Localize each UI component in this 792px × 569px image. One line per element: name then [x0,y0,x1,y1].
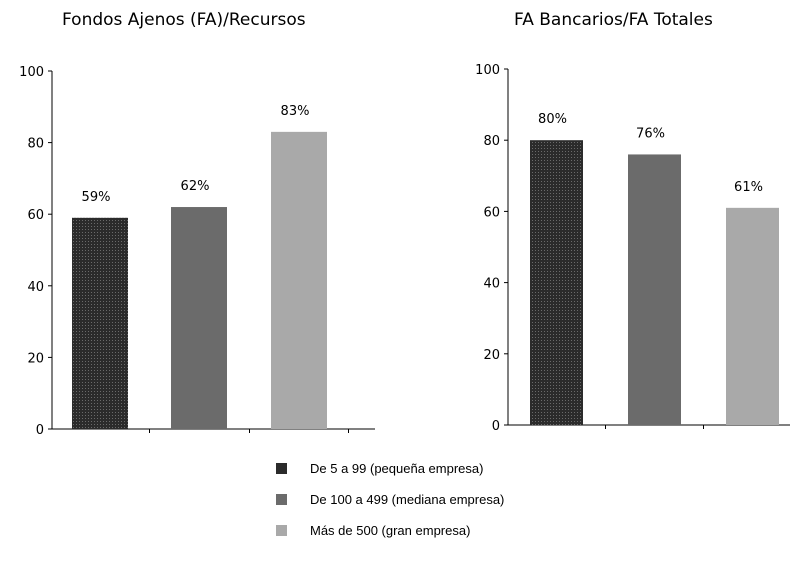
legend-label-medium: De 100 a 499 (mediana empresa) [310,492,504,507]
data-label: 59% [82,190,111,205]
y-tick-label: 100 [475,63,500,78]
legend-swatch-large [276,525,287,536]
data-label: 76% [636,126,665,141]
y-tick-label: 80 [27,137,44,152]
legend-label-large: Más de 500 (gran empresa) [310,523,470,538]
y-tick-label: 0 [36,423,44,438]
bar [628,154,681,425]
legend-item-small: De 5 a 99 (pequeña empresa) [276,458,504,478]
bar [171,207,227,429]
y-tick-label: 20 [483,348,500,363]
y-tick-label: 40 [483,277,500,292]
data-label: 61% [734,180,763,195]
bar [726,208,779,425]
data-label: 83% [281,104,310,119]
y-tick-label: 80 [483,134,500,149]
bar [530,140,583,425]
chart-left: 0 20 40 60 80 100 59% 62% 83% [19,65,375,438]
bar [271,132,327,429]
y-tick-label: 100 [19,65,44,80]
legend-label-small: De 5 a 99 (pequeña empresa) [310,461,483,476]
legend-swatch-medium [276,494,287,505]
y-tick-label: 20 [27,351,44,366]
y-tick-label: 60 [483,205,500,220]
y-tick-label: 40 [27,280,44,295]
legend-item-medium: De 100 a 499 (mediana empresa) [276,489,504,509]
y-tick-label: 60 [27,208,44,223]
legend-swatch-small [276,463,287,474]
y-tick-label: 0 [492,419,500,434]
legend-item-large: Más de 500 (gran empresa) [276,520,504,540]
data-label: 80% [538,112,567,127]
bar [72,218,128,429]
legend: De 5 a 99 (pequeña empresa) De 100 a 499… [276,458,504,551]
chart-right: 0 20 40 60 80 100 80% 76% 61% [475,63,790,434]
data-label: 62% [181,179,210,194]
